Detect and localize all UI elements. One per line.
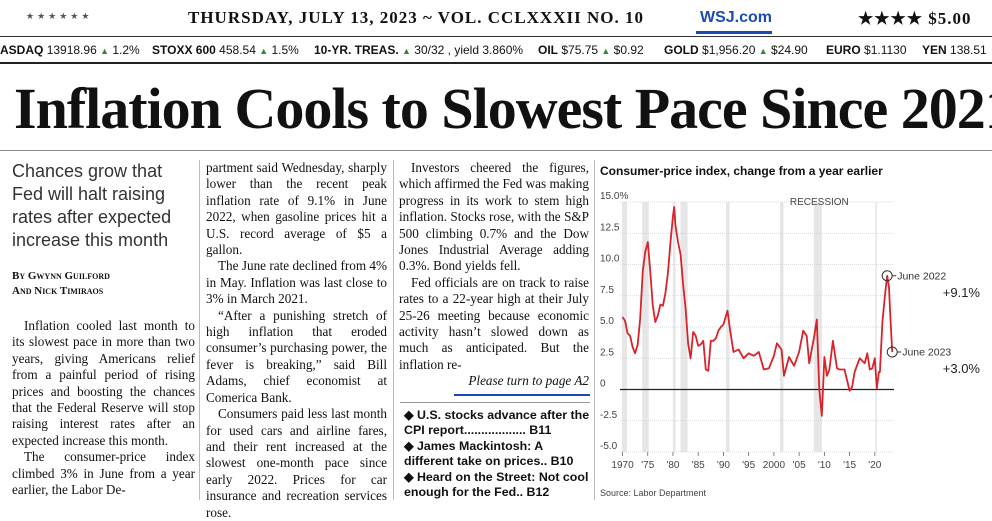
ticker-item: YEN 138.51: [922, 43, 987, 57]
x-tick-label: '85: [692, 460, 705, 471]
annotation-value-label: +3.0%: [943, 361, 981, 376]
ticker-value: 13918.96: [46, 43, 97, 57]
annotation-date-label: June 2023: [902, 347, 951, 359]
deck: Chances grow that Fed will halt raising …: [12, 161, 172, 250]
ticker-rule: [0, 62, 992, 64]
x-tick-label: '95: [742, 460, 755, 471]
column-divider: [393, 160, 394, 500]
index-item[interactable]: ◆ Heard on the Street: Not cool enough f…: [404, 470, 589, 499]
ticker-change: $0.92: [613, 43, 644, 57]
headline: Inflation Cools to Slowest Pace Since 20…: [14, 76, 992, 141]
ticker-value: $75.75: [561, 43, 599, 57]
column-divider: [594, 160, 595, 500]
ticker-name: 10-YR. TREAS.: [314, 43, 399, 57]
x-tick-label: '20: [868, 460, 881, 471]
ticker-change: 30/32 , yield 3.860%: [414, 43, 524, 57]
cpi-series-line: [621, 206, 894, 417]
x-tick-label: '15: [843, 460, 856, 471]
y-tick-label: 7.5: [600, 285, 614, 296]
recession-band: [642, 202, 649, 452]
issue-price: ★★★★ $5.00: [858, 9, 972, 28]
annotation-date-label: June 2022: [897, 270, 946, 282]
market-ticker: ASDAQ 13918.96 ▲ 1.2% STOXX 600 458.54 ▲…: [0, 41, 992, 59]
recession-band: [779, 202, 784, 452]
chart-title: Consumer-price index, change from a year…: [600, 164, 883, 178]
y-tick-label: 2.5: [600, 347, 614, 358]
byline-author-1: By Gwynn Guilford: [12, 270, 110, 282]
y-tick-label: -2.5: [600, 410, 618, 421]
ticker-name: GOLD: [664, 43, 699, 57]
ticker-name: EURO: [826, 43, 861, 57]
recession-band: [725, 202, 730, 452]
y-tick-label: 12.5: [600, 222, 620, 233]
up-triangle-icon: ▲: [402, 46, 411, 56]
y-tick-label: 15.0%: [600, 191, 628, 202]
column-divider: [199, 160, 200, 500]
ticker-item: STOXX 600 458.54 ▲ 1.5%: [152, 43, 299, 57]
ticker-name: OIL: [538, 43, 558, 57]
wsj-link[interactable]: WSJ.com: [700, 9, 773, 26]
up-triangle-icon: ▲: [100, 46, 110, 56]
ticker-item: GOLD $1,956.20 ▲ $24.90: [664, 43, 808, 57]
paragraph: partment said Wednesday, sharply lower t…: [206, 160, 387, 258]
turn-page-link[interactable]: Please turn to page A2: [468, 373, 589, 389]
paragraph: Investors cheered the figures, which aff…: [399, 160, 589, 274]
y-tick-label: 0: [600, 379, 606, 390]
paragraph: The consumer-price index climbed 3% in J…: [12, 449, 195, 498]
byline: By Gwynn Guilford And Nick Timiraos: [12, 269, 110, 299]
paragraph: Fed officials are on track to raise rate…: [399, 274, 589, 372]
byline-author-2: And Nick Timiraos: [12, 285, 104, 297]
dateline: THURSDAY, JULY 13, 2023 ~ VOL. CCLXXXII …: [188, 8, 644, 27]
annotation-value-label: +9.1%: [943, 285, 981, 300]
wsj-link-underline: [696, 31, 772, 34]
index-item[interactable]: ◆ U.S. stocks advance after the CPI repo…: [404, 408, 590, 437]
paragraph: “After a punishing stretch of high infla…: [206, 307, 387, 405]
x-tick-label: '90: [717, 460, 730, 471]
recession-label: RECESSION: [790, 197, 849, 208]
x-tick-label: '05: [793, 460, 806, 471]
paragraph: The June rate declined from 4% in May. I…: [206, 258, 387, 307]
ticker-value: $1.1130: [864, 43, 907, 57]
index-rule: [400, 402, 590, 403]
chart-source: Source: Labor Department: [600, 488, 707, 498]
ticker-value: $1,956.20: [702, 43, 756, 57]
ticker-item: EURO $1.1130: [826, 43, 907, 57]
cpi-line-chart: 15.0% 12.5 10.0 7.5 5.0 2.5 0 -2.5 -5.0 RECESSION…: [600, 191, 981, 471]
ticker-name: STOXX 600: [152, 43, 216, 57]
ticker-change: 1.5%: [271, 43, 299, 57]
x-tick-label: '75: [641, 460, 654, 471]
ticker-item: 10-YR. TREAS. ▲ 30/32 , yield 3.860%: [314, 43, 523, 57]
ticker-change: $24.90: [771, 43, 808, 57]
masthead-rule: [0, 36, 992, 37]
x-tick-label: '10: [818, 460, 831, 471]
inside-index: ◆ U.S. stocks advance after the CPI repo…: [404, 408, 590, 502]
article-column-1: Inflation cooled last month to its slowe…: [12, 318, 195, 498]
article-column-2: partment said Wednesday, sharply lower t…: [206, 160, 387, 521]
up-triangle-icon: ▲: [758, 46, 768, 56]
y-tick-label: 10.0: [600, 254, 620, 265]
headline-rule: [0, 150, 992, 151]
paragraph: Consumers paid less last month for used …: [206, 406, 387, 520]
ticker-change: 1.2%: [112, 43, 140, 57]
y-tick-label: -5.0: [600, 441, 618, 452]
turn-page-link-underline: [454, 394, 590, 396]
ticker-name: ASDAQ: [0, 43, 44, 57]
up-triangle-icon: ▲: [259, 46, 269, 56]
up-triangle-icon: ▲: [601, 46, 611, 56]
article-column-3: Investors cheered the figures, which aff…: [399, 160, 589, 390]
x-tick-label: 1970: [611, 460, 634, 471]
y-tick-label: 5.0: [600, 316, 614, 327]
ticker-item: OIL $75.75 ▲ $0.92: [538, 43, 644, 57]
masthead-stars: ★★★★★★: [26, 12, 93, 22]
x-tick-label: 2000: [763, 460, 786, 471]
x-tick-label: '80: [666, 460, 679, 471]
index-item[interactable]: ◆ James Mackintosh: A different take on …: [404, 439, 574, 468]
ticker-value: 138.51: [950, 43, 987, 57]
paragraph: Inflation cooled last month to its slowe…: [12, 318, 195, 448]
ticker-value: 458.54: [219, 43, 256, 57]
ticker-item: ASDAQ 13918.96 ▲ 1.2%: [0, 43, 140, 57]
ticker-name: YEN: [922, 43, 947, 57]
